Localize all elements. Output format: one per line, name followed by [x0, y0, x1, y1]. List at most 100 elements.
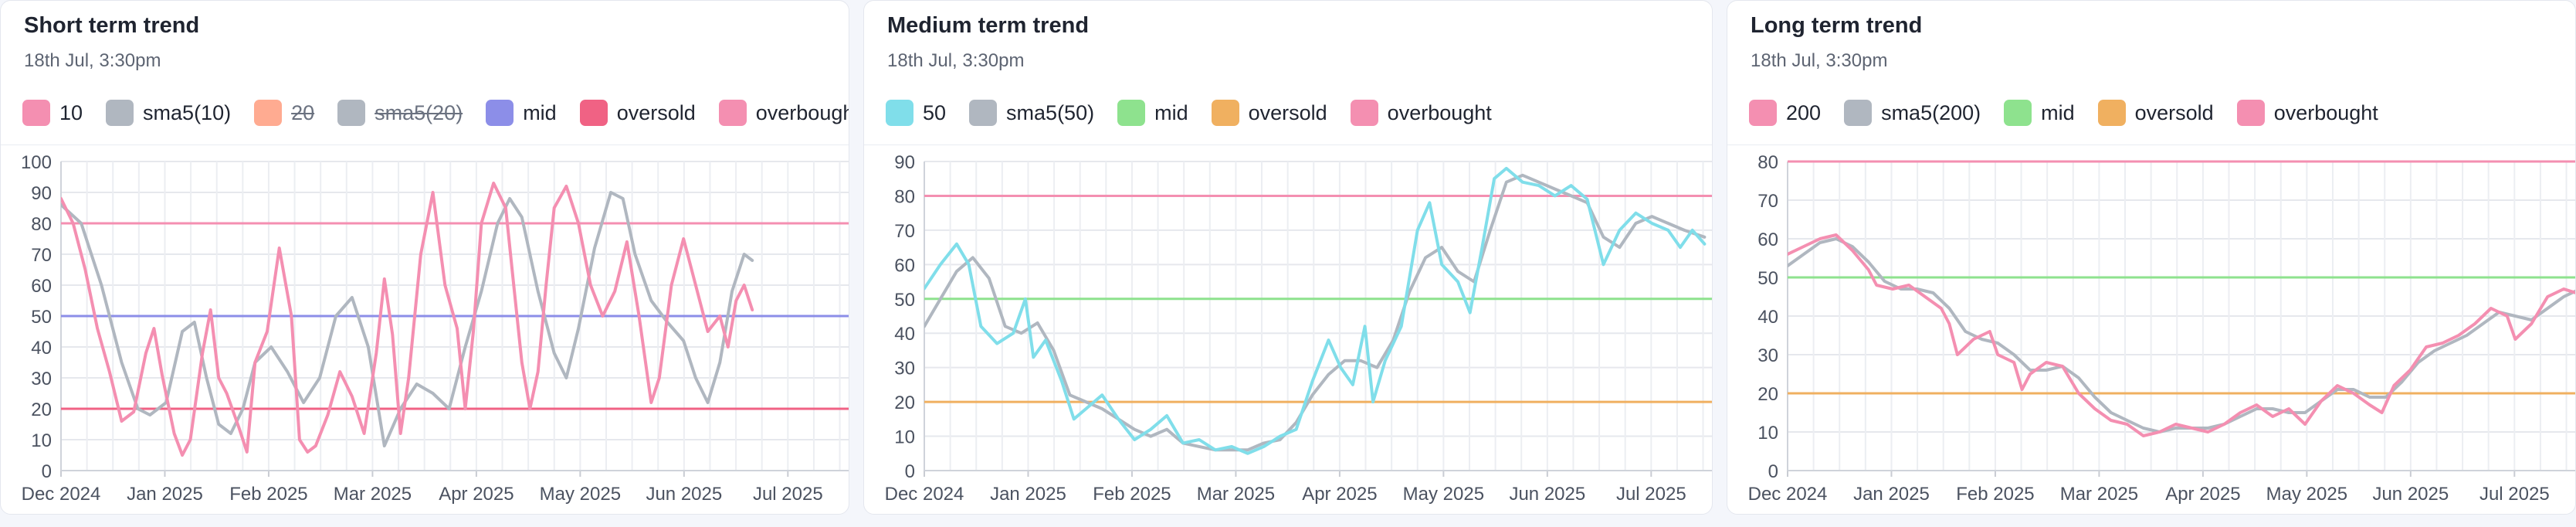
card-title: Medium term trend: [887, 13, 1090, 38]
x-tick-label: Apr 2025: [1302, 484, 1377, 505]
legend-swatch: [1350, 100, 1378, 126]
divider: [1, 144, 849, 145]
legend-item-sma5-10-[interactable]: sma5(10): [106, 100, 231, 126]
legend-item-sma5-20-[interactable]: sma5(20): [337, 100, 463, 126]
legend-label: oversold: [616, 100, 696, 124]
y-tick-label: 40: [894, 324, 915, 345]
legend-label: overbought: [755, 100, 849, 124]
legend-label: sma5(20): [375, 100, 463, 124]
y-tick-label: 70: [1757, 191, 1778, 212]
legend-item-sma5-200-[interactable]: sma5(200): [1844, 100, 1981, 126]
y-tick-label: 50: [894, 290, 915, 311]
series-line-sma5-50-: [924, 173, 1707, 452]
x-tick-label: Dec 2024: [22, 484, 101, 505]
legend-item-overbought[interactable]: overbought: [2236, 100, 2378, 126]
legend-item-oversold[interactable]: oversold: [2097, 100, 2214, 126]
x-tick-label: Jan 2025: [990, 484, 1066, 505]
legend-swatch: [1749, 100, 1777, 126]
x-tick-label: Jan 2025: [127, 484, 203, 505]
series-line-10: [61, 182, 754, 457]
x-tick-label: Dec 2024: [1748, 484, 1828, 505]
x-tick-label: Mar 2025: [1197, 484, 1275, 505]
y-tick-label: 40: [1757, 307, 1778, 328]
chart-legend: 50 sma5(50) mid oversold overbought: [886, 100, 1515, 126]
y-tick-label: 80: [894, 186, 915, 207]
y-tick-label: 70: [31, 245, 52, 266]
legend-swatch: [1117, 100, 1146, 126]
legend-swatch: [579, 100, 608, 126]
x-tick-label: Apr 2025: [439, 484, 514, 505]
series-line-sma5-10-: [61, 191, 754, 447]
y-tick-label: 90: [894, 152, 915, 173]
legend-item-overbought[interactable]: overbought: [1350, 100, 1492, 126]
card-title: Long term trend: [1751, 13, 1923, 38]
x-tick-label: Mar 2025: [334, 484, 412, 505]
y-tick-label: 60: [31, 276, 52, 297]
legend-label: sma5(10): [143, 100, 232, 124]
long-term-chart: 0 10 20 30 40 50 60 70 80 Dec 2024 Jan 2025 Feb 202…: [1748, 152, 2575, 505]
legend-swatch: [486, 100, 514, 126]
legend-item-mid[interactable]: mid: [2004, 100, 2075, 126]
legend-swatch: [106, 100, 134, 126]
x-tick-label: Mar 2025: [2060, 484, 2138, 505]
legend-swatch: [2236, 100, 2265, 126]
legend-label: mid: [2041, 100, 2075, 124]
divider: [864, 144, 1712, 145]
legend-item-50[interactable]: 50: [886, 100, 946, 126]
legend-label: 200: [1786, 100, 1822, 124]
x-tick-label: Feb 2025: [229, 484, 307, 505]
legend-swatch: [254, 100, 283, 126]
card-timestamp: 18th Jul, 3:30pm: [24, 50, 161, 71]
medium-term-trend-card: Medium term trend 18th Jul, 3:30pm 50 sma…: [863, 0, 1713, 515]
y-tick-label: 60: [1757, 230, 1778, 250]
legend-item-sma5-50-[interactable]: sma5(50): [969, 100, 1094, 126]
x-tick-label: Feb 2025: [1956, 484, 2034, 505]
legend-swatch: [337, 100, 366, 126]
y-tick-label: 70: [894, 221, 915, 242]
x-tick-label: Jul 2025: [1616, 484, 1686, 505]
series-line-sma5-200-: [1788, 237, 2575, 434]
chart-legend: 200 sma5(200) mid oversold overbought: [1749, 100, 2401, 126]
legend-item-oversold[interactable]: oversold: [579, 100, 696, 126]
y-tick-label: 10: [31, 430, 52, 451]
x-tick-label: Apr 2025: [2165, 484, 2240, 505]
legend-swatch: [2097, 100, 2126, 126]
legend-label: oversold: [2134, 100, 2214, 124]
legend-item-oversold[interactable]: oversold: [1211, 100, 1327, 126]
x-tick-label: Jul 2025: [753, 484, 823, 505]
y-tick-label: 0: [42, 461, 52, 482]
series-line-50: [924, 166, 1707, 455]
y-tick-label: 80: [31, 214, 52, 235]
chart-legend: 10 sma5(10) 20 sma5(20) mid oversold overbough…: [22, 100, 849, 126]
y-tick-label: 30: [31, 369, 52, 389]
y-tick-label: 20: [1757, 384, 1778, 405]
y-tick-label: 30: [894, 359, 915, 379]
legend-swatch: [22, 100, 50, 126]
legend-label: overbought: [1387, 100, 1492, 124]
legend-swatch: [886, 100, 913, 126]
legend-item-200[interactable]: 200: [1749, 100, 1821, 126]
legend-item-overbought[interactable]: overbought: [718, 100, 849, 126]
legend-item-20[interactable]: 20: [254, 100, 314, 126]
y-tick-label: 10: [894, 427, 915, 448]
x-tick-label: Jun 2025: [1509, 484, 1585, 505]
legend-swatch: [2004, 100, 2032, 126]
legend-label: mid: [523, 100, 557, 124]
legend-label: overbought: [2273, 100, 2378, 124]
x-tick-label: Jul 2025: [2479, 484, 2550, 505]
legend-swatch: [1844, 100, 1873, 126]
legend-item-mid[interactable]: mid: [486, 100, 557, 126]
legend-label: sma5(200): [1881, 100, 1981, 124]
medium-term-chart: 0 10 20 30 40 50 60 70 80 90 Dec 2024 Jan 2025 Feb 2…: [885, 152, 1712, 505]
y-tick-label: 30: [1757, 345, 1778, 366]
y-tick-label: 60: [894, 255, 915, 276]
x-tick-label: May 2025: [540, 484, 621, 505]
legend-label: oversold: [1248, 100, 1327, 124]
legend-item-mid[interactable]: mid: [1117, 100, 1188, 126]
y-tick-label: 40: [31, 338, 52, 359]
series-line-200: [1788, 233, 2575, 437]
legend-swatch: [969, 100, 998, 126]
legend-item-10[interactable]: 10: [22, 100, 83, 126]
legend-swatch: [1211, 100, 1239, 126]
x-tick-label: May 2025: [2266, 484, 2347, 505]
